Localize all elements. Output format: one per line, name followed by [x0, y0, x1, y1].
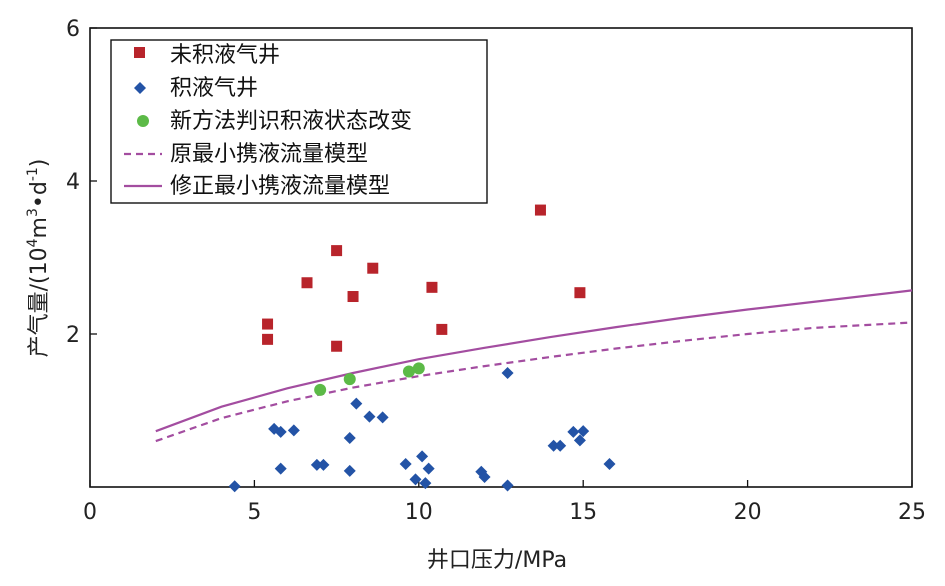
legend-label-new-method: 新方法判识积液状态改变: [170, 109, 412, 134]
y-axis-title: 产气量/(104m3•d-1): [25, 159, 52, 358]
loaded-well-point: [501, 479, 514, 492]
unloaded-well-point: [426, 281, 438, 293]
model-lines: [155, 289, 913, 443]
data-points: [228, 204, 616, 493]
unloaded-well-point: [262, 318, 274, 330]
loaded-well-point: [547, 439, 560, 452]
loaded-well-point: [573, 434, 586, 447]
loaded-well-point: [350, 397, 363, 410]
loaded-well-point: [317, 458, 330, 471]
loaded-well-point: [399, 458, 412, 471]
legend-label-unloaded: 未积液气井: [170, 43, 280, 68]
loaded-well-point: [343, 464, 356, 477]
x-tick-label: 5: [247, 500, 261, 525]
legend-marker-square: [134, 47, 145, 58]
loaded-well-point: [310, 458, 323, 471]
loaded-well-point: [274, 462, 287, 475]
unloaded-well-point: [301, 277, 313, 289]
y-tick-label: 6: [66, 17, 80, 42]
state-change-point: [343, 373, 356, 386]
y-axis-title-sup-neg1: -1: [25, 167, 41, 181]
y-axis-ticks: 2 4 6: [66, 17, 97, 348]
state-change-point: [314, 383, 327, 396]
y-axis-title-d: •d: [27, 181, 52, 208]
y-axis-title-main: 产气量/(10: [27, 247, 52, 357]
legend-label-original-model: 原最小携液流量模型: [170, 142, 368, 167]
state-change-point: [412, 362, 425, 375]
legend-label-corrected-model: 修正最小携液流量模型: [170, 174, 390, 199]
unloaded-well-point: [436, 323, 448, 335]
loaded-well-point: [363, 410, 376, 423]
x-tick-label: 20: [734, 500, 762, 525]
x-axis-title: 井口压力/MPa: [427, 548, 567, 573]
y-axis-title-group: 产气量/(104m3•d-1): [25, 159, 52, 358]
original-model-line: [155, 321, 913, 443]
loaded-well-point: [274, 425, 287, 438]
plot-frame: [89, 27, 913, 488]
state-change-point: [402, 365, 415, 378]
loaded-well-point: [478, 471, 491, 484]
loaded-well-point: [287, 424, 300, 437]
loaded-well-point: [577, 425, 590, 438]
y-axis-title-sup-3: 3: [25, 208, 41, 217]
loaded-well-point: [376, 411, 389, 424]
unloaded-well-point: [574, 287, 586, 299]
x-axis-ticks: 0 5 10 15 20 25: [83, 480, 926, 525]
loaded-well-point: [343, 432, 356, 445]
legend-label-loaded: 积液气井: [170, 76, 258, 101]
legend: 未积液气井 积液气井 新方法判识积液状态改变 原最小携液流量模型 修正最小携液流…: [110, 39, 488, 204]
loaded-well-point: [409, 473, 422, 486]
x-tick-label: 0: [83, 500, 97, 525]
y-axis-title-sup-4: 4: [25, 238, 41, 247]
loaded-well-point: [554, 439, 567, 452]
x-tick-label: 25: [898, 500, 926, 525]
x-tick-label: 15: [569, 500, 597, 525]
y-tick-label: 4: [66, 170, 80, 195]
loaded-well-point: [422, 462, 435, 475]
unloaded-well-point: [347, 291, 359, 303]
legend-marker-diamond: [134, 82, 146, 94]
loaded-well-point: [228, 480, 241, 493]
y-tick-label: 2: [66, 323, 80, 348]
unloaded-well-point: [331, 340, 343, 352]
legend-box: [110, 39, 488, 204]
loaded-well-point: [567, 425, 580, 438]
unloaded-well-point: [331, 245, 343, 257]
corrected-model-line: [155, 289, 913, 433]
loaded-well-point: [419, 477, 432, 490]
loaded-well-point: [603, 458, 616, 471]
y-axis-title-close: ): [27, 159, 52, 168]
y-axis-title-m: m: [27, 217, 52, 238]
unloaded-well-point: [367, 262, 379, 274]
loaded-well-point: [501, 367, 514, 380]
x-tick-label: 10: [405, 500, 433, 525]
loaded-well-point: [416, 450, 429, 463]
unloaded-well-point: [262, 333, 274, 345]
unloaded-well-point: [534, 204, 546, 216]
legend-marker-circle: [137, 115, 149, 127]
